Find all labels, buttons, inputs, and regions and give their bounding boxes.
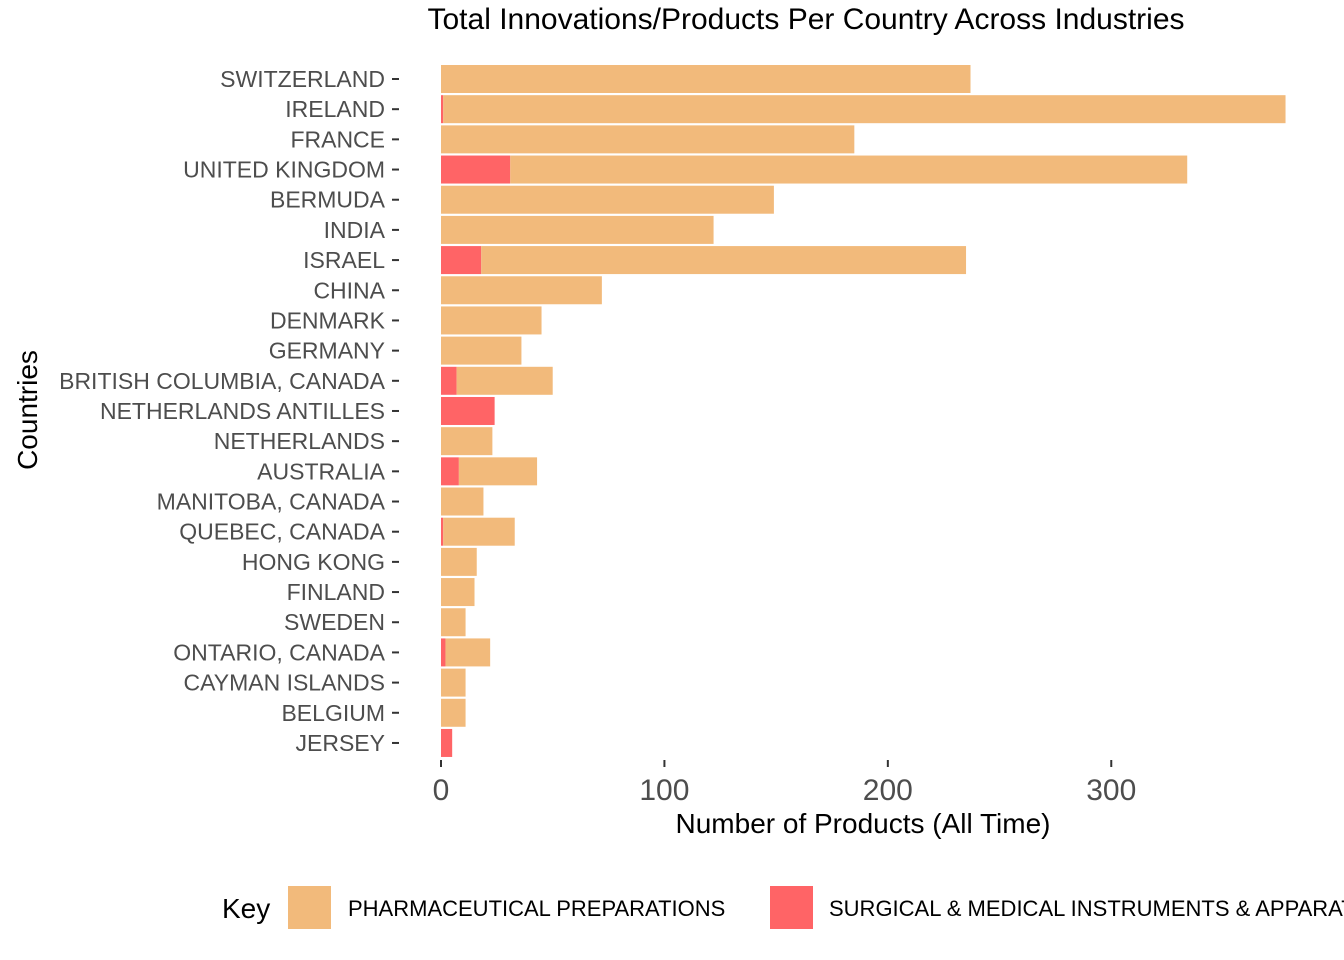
y-tick-label-ireland: IRELAND xyxy=(285,96,385,122)
y-tick-label-israel: ISRAEL xyxy=(303,247,385,273)
bar-ireland-surgical-medical-ins xyxy=(441,95,444,124)
bar-australia-pharmaceutical-prepa xyxy=(458,457,538,486)
x-axis: 0 100 200 300 xyxy=(433,760,1136,807)
y-tick-label-finland: FINLAND xyxy=(287,579,385,605)
y-tick-label-manitoba-canada: MANITOBA, CANADA xyxy=(157,489,386,515)
x-tick-label-100: 100 xyxy=(639,774,689,807)
y-tick-label-switzerland: SWITZERLAND xyxy=(220,66,385,92)
y-tick-label-france: FRANCE xyxy=(290,126,385,152)
legend-key-pharmaceutical-prepa xyxy=(288,886,331,929)
bar-jersey-surgical-medical-ins xyxy=(441,728,453,757)
y-tick-label-british-columbia-canada: BRITISH COLUMBIA, CANADA xyxy=(59,368,386,394)
y-tick-label-quebec-canada: QUEBEC, CANADA xyxy=(179,519,385,545)
bar-finland-pharmaceutical-prepa xyxy=(441,578,475,607)
bar-hong-kong-pharmaceutical-prepa xyxy=(441,547,477,576)
y-tick-label-china: CHINA xyxy=(313,277,385,303)
y-tick-label-germany: GERMANY xyxy=(269,338,385,364)
x-tick-label-0: 0 xyxy=(433,774,450,807)
bar-manitoba-canada-pharmaceutical-prepa xyxy=(441,487,484,516)
legend: Key PHARMACEUTICAL PREPARATIONS SURGICAL … xyxy=(222,886,1344,929)
bar-china-pharmaceutical-prepa xyxy=(441,276,602,305)
bar-australia-surgical-medical-ins xyxy=(441,457,459,486)
y-tick-label-sweden: SWEDEN xyxy=(284,609,385,635)
y-tick-label-ontario-canada: ONTARIO, CANADA xyxy=(173,639,385,665)
y-tick-label-belgium: BELGIUM xyxy=(281,700,385,726)
legend-title: Key xyxy=(222,893,270,924)
bar-united-kingdom-surgical-medical-ins xyxy=(441,155,511,184)
bar-ontario-canada-surgical-medical-ins xyxy=(441,638,446,667)
bars xyxy=(441,65,1286,757)
bar-netherlands-pharmaceutical-prepa xyxy=(441,427,493,456)
y-tick-label-australia: AUSTRALIA xyxy=(257,458,385,484)
bar-united-kingdom-pharmaceutical-prepa xyxy=(510,155,1188,184)
y-tick-label-united-kingdom: UNITED KINGDOM xyxy=(183,157,385,183)
bar-india-pharmaceutical-prepa xyxy=(441,215,714,244)
x-tick-label-200: 200 xyxy=(863,774,913,807)
bar-israel-pharmaceutical-prepa xyxy=(481,246,967,275)
bar-germany-pharmaceutical-prepa xyxy=(441,336,522,365)
legend-label-surgical-medical-ins: SURGICAL & MEDICAL INSTRUMENTS & APPARAT… xyxy=(829,896,1344,921)
y-tick-label-denmark: DENMARK xyxy=(270,307,386,333)
bar-netherlands-antilles-surgical-medical-ins xyxy=(441,396,495,425)
y-tick-label-hong-kong: HONG KONG xyxy=(242,549,385,575)
bar-denmark-pharmaceutical-prepa xyxy=(441,306,542,335)
y-tick-label-jersey: JERSEY xyxy=(296,730,385,756)
bar-ontario-canada-pharmaceutical-prepa xyxy=(445,638,491,667)
legend-label-pharmaceutical-prepa: PHARMACEUTICAL PREPARATIONS xyxy=(348,896,725,921)
y-axis: SWITZERLAND IRELAND FRANCE UNITED KINGDOM BE… xyxy=(59,66,399,756)
y-axis-title: Countries xyxy=(12,350,43,470)
bar-cayman-islands-pharmaceutical-prepa xyxy=(441,668,466,697)
bar-switzerland-pharmaceutical-prepa xyxy=(441,65,971,93)
x-tick-label-300: 300 xyxy=(1086,774,1136,807)
bar-israel-surgical-medical-ins xyxy=(441,246,482,275)
bar-quebec-canada-pharmaceutical-prepa xyxy=(443,517,515,546)
chart-title: Total Innovations/Products Per Country A… xyxy=(427,3,1184,36)
y-tick-label-netherlands-antilles: NETHERLANDS ANTILLES xyxy=(100,398,385,424)
bar-british-columbia-canada-surgical-medical-ins xyxy=(441,366,457,395)
legend-key-surgical-medical-ins xyxy=(770,886,813,929)
bar-british-columbia-canada-pharmaceutical-prepa xyxy=(456,366,553,395)
bar-belgium-pharmaceutical-prepa xyxy=(441,698,466,727)
y-tick-label-cayman-islands: CAYMAN ISLANDS xyxy=(183,670,385,696)
bar-bermuda-pharmaceutical-prepa xyxy=(441,185,774,214)
y-tick-label-bermuda: BERMUDA xyxy=(270,187,386,213)
y-tick-label-india: INDIA xyxy=(324,217,386,243)
x-axis-title: Number of Products (All Time) xyxy=(676,808,1051,839)
bar-quebec-canada-surgical-medical-ins xyxy=(441,517,444,546)
bar-france-pharmaceutical-prepa xyxy=(441,125,855,154)
bar-ireland-pharmaceutical-prepa xyxy=(443,95,1286,124)
bar-sweden-pharmaceutical-prepa xyxy=(441,608,466,637)
y-tick-label-netherlands: NETHERLANDS xyxy=(214,428,385,454)
